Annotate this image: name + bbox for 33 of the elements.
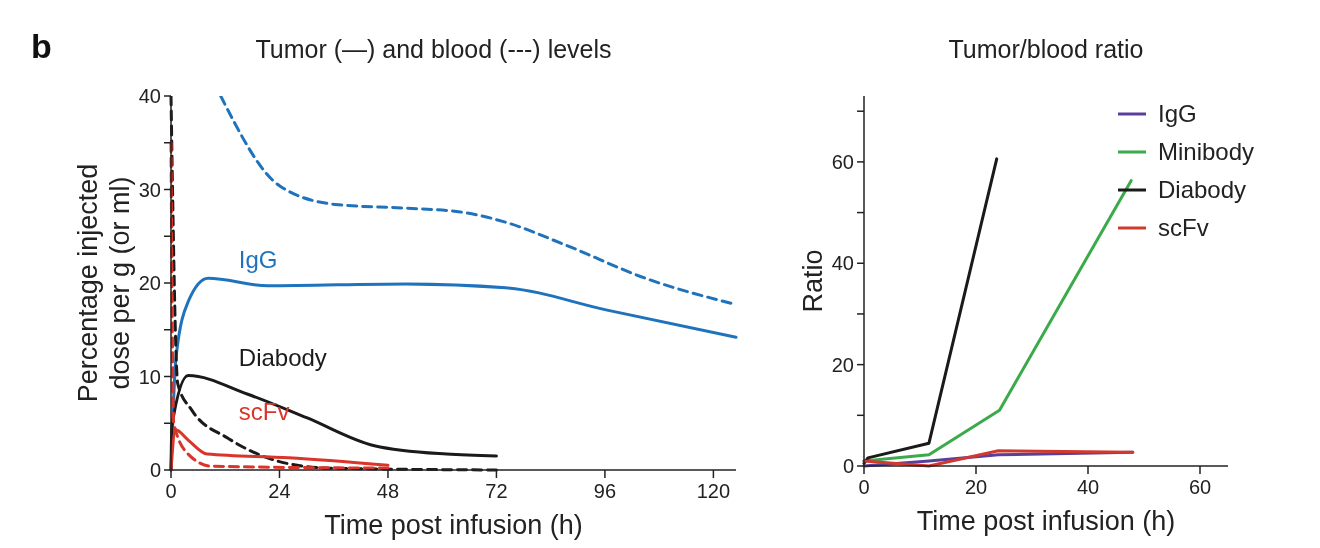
- y-tick-label: 40: [138, 85, 161, 107]
- y-tick-label: 40: [831, 252, 854, 275]
- x-tick-label: 96: [593, 480, 617, 502]
- y-axis-title: Percentage injected dose per g (or ml): [73, 163, 135, 403]
- chart-title: Tumor/blood ratio: [948, 35, 1144, 63]
- y-tick-label: 60: [831, 150, 854, 173]
- x-axis-title: Time post infusion (h): [916, 506, 1176, 536]
- series-label: scFv: [238, 397, 290, 425]
- y-tick-label: 20: [831, 353, 854, 376]
- y-axis-title: Ratio: [798, 249, 828, 313]
- x-tick-label: 0: [858, 476, 870, 498]
- x-tick-label: 20: [964, 476, 988, 498]
- y-tick-label: 20: [138, 272, 161, 294]
- y-tick-label: 0: [149, 459, 161, 481]
- x-axis-title: Time post infusion (h): [324, 510, 583, 540]
- y-tick-label: 30: [138, 178, 161, 201]
- x-tick-label: 40: [1076, 476, 1100, 498]
- legend-label: scFv: [1158, 214, 1209, 242]
- x-tick-label: 48: [376, 480, 400, 502]
- y-tick-label: 0: [842, 455, 854, 477]
- series-label: IgG: [238, 246, 278, 274]
- x-tick-label: 60: [1188, 476, 1212, 498]
- legend-label: Minibody: [1158, 138, 1255, 166]
- legend-label: Diabody: [1158, 176, 1247, 204]
- x-tick-label: 24: [268, 480, 291, 502]
- legend-label: IgG: [1158, 100, 1197, 128]
- x-tick-label: 0: [165, 480, 177, 502]
- y-tick-label: 10: [138, 365, 161, 388]
- x-tick-label: 120: [696, 480, 731, 502]
- text: b: [31, 27, 52, 65]
- x-tick-label: 72: [485, 480, 508, 502]
- chart-title: Tumor (—) and blood (---) levels: [255, 35, 612, 63]
- series-label: Diabody: [238, 343, 327, 371]
